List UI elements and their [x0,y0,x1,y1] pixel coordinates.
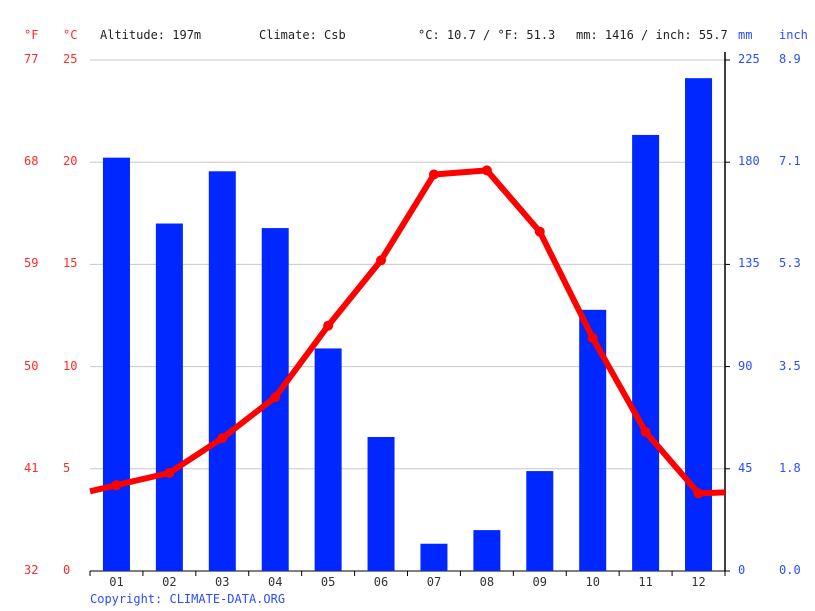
celsius-unit-label: °C [63,28,78,42]
temperature-point [534,226,545,237]
mm-tick-label: 180 [738,154,760,169]
month-label: 11 [638,575,653,589]
temperature-point [481,165,492,176]
month-label: 06 [373,575,389,589]
temperature-point [164,467,175,478]
temperature-point [587,332,598,343]
fahrenheit-tick-label: 50 [24,358,39,373]
month-label: 05 [320,575,336,589]
celsius-tick-label: 25 [63,52,78,66]
precipitation-bar [420,543,448,571]
inch-unit-label: inch [779,28,808,42]
inch-tick-label: 7.1 [779,154,801,169]
inch-tick-label: 0.0 [779,563,801,577]
mm-unit-label: mm [738,28,753,42]
fahrenheit-tick-label: 41 [24,460,39,475]
mm-tick-label: 90 [738,358,753,373]
celsius-tick-label: 15 [63,256,78,271]
mm-tick-label: 0 [738,563,746,577]
inch-tick-label: 1.8 [779,460,801,475]
climate-label: Climate: Csb [259,28,346,42]
month-label: 12 [691,575,706,589]
month-label: 07 [426,575,442,589]
mm-tick-label: 135 [738,256,760,271]
temperature-point [428,169,439,180]
precipitation-bar [314,348,342,571]
inch-tick-label: 5.3 [779,256,801,271]
precipitation-total-label: mm: 1416 / inch: 55.7 [576,28,728,42]
precipitation-bar [632,134,660,572]
temperature-point [270,392,281,403]
celsius-tick-label: 5 [63,460,71,475]
fahrenheit-tick-label: 68 [24,154,39,169]
month-label: 01 [109,575,124,589]
celsius-tick-label: 10 [63,358,78,373]
fahrenheit-unit-label: °F [24,28,39,42]
temperature-line [89,167,726,497]
month-label: 02 [162,575,177,589]
average-temperature-label: °C: 10.7 / °F: 51.3 [418,28,556,42]
precipitation-bar [367,437,395,571]
temperature-point [693,488,704,499]
temperature-point [217,433,228,444]
month-label: 03 [215,575,230,589]
fahrenheit-tick-label: 32 [24,563,39,577]
precipitation-bar [155,223,183,571]
precipitation-bar [473,530,501,571]
precipitation-bar [526,471,554,571]
inch-tick-label: 8.9 [779,52,801,66]
month-label: 04 [267,575,283,589]
mm-tick-label: 45 [738,460,753,475]
precipitation-bar [208,171,236,572]
temperature-point [323,320,334,331]
altitude-label: Altitude: 197m [100,28,202,42]
celsius-tick-label: 20 [63,154,78,169]
celsius-tick-label: 0 [63,563,71,577]
month-label: 10 [585,575,600,589]
precipitation-bar [102,157,130,571]
temperature-point [376,255,387,266]
fahrenheit-tick-label: 77 [24,52,39,66]
inch-tick-label: 3.5 [779,358,801,373]
copyright-link[interactable]: Copyright: CLIMATE-DATA.ORG [90,592,286,606]
fahrenheit-tick-label: 59 [24,256,39,271]
month-label: 09 [532,575,547,589]
temperature-point [640,427,651,438]
mm-tick-label: 225 [738,52,760,66]
temperature-point [111,480,122,491]
month-label: 08 [479,575,495,589]
